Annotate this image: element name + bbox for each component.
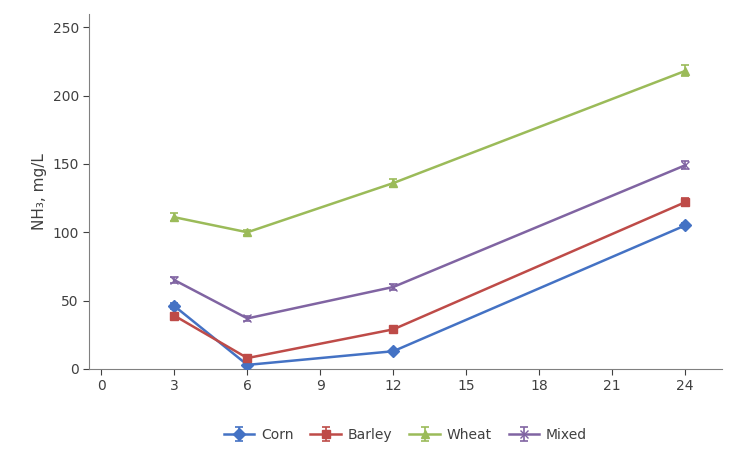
Y-axis label: NH₃, mg/L: NH₃, mg/L <box>32 153 47 230</box>
Legend: Corn, Barley, Wheat, Mixed: Corn, Barley, Wheat, Mixed <box>218 422 593 447</box>
